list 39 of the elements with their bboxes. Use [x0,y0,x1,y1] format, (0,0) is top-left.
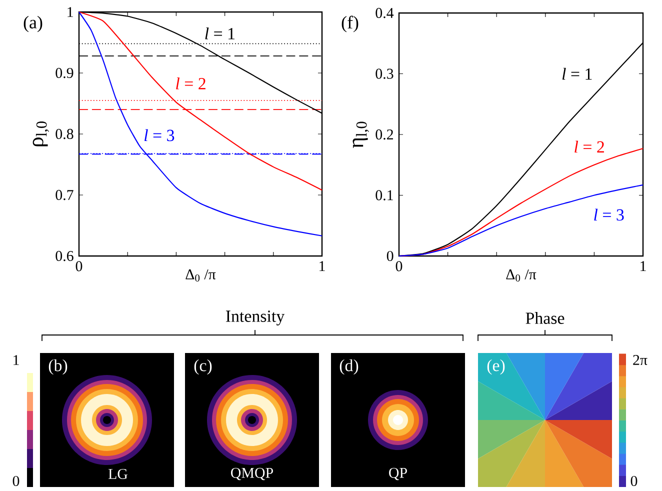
text: 2π [633,354,648,366]
y-tick-label: 0 [386,250,394,262]
y-tick-label: 1 [68,7,73,17]
chart-title: (a) [24,16,42,32]
series-label: l = 2 [574,140,604,153]
text: (b) [48,359,68,375]
x-tick-label: 0 [76,261,82,272]
text: Phase [526,312,564,324]
text: LG [108,468,128,480]
series-label: l = 1 [562,68,592,80]
text: QP [389,468,407,480]
text: 1 [14,355,19,365]
y-tick-label: 0.4 [376,8,394,18]
chart-title: (f) [342,16,358,32]
series-label: l = 3 [594,208,624,221]
y-axis-title: ρ$_{l,0}$ [32,121,49,146]
y-tick-label: 0.9 [56,68,74,78]
x-tick-label: 1 [640,261,646,272]
text: (d) [340,359,358,375]
y-tick-label: 0.1 [376,190,393,200]
x-axis-title: Δ$_{0}$ /π [186,269,216,282]
legend-label: l = 1 [205,27,235,40]
text: Intensity [226,310,285,326]
text: (e) [487,359,505,375]
y-tick-label: 0.7 [56,190,74,200]
y-tick-label: 0.8 [56,128,74,140]
y-axis-title: η$_{l,0}$ [352,122,369,148]
text: 0 [12,476,20,486]
x-axis-title: Δ$_{0}$ /π [506,269,536,282]
text: QMQP [231,468,273,480]
series-label: l = 3 [144,129,174,142]
y-tick-label: 0.6 [56,250,74,262]
x-tick-label: 1 [320,261,325,272]
series-label: l = 2 [176,77,206,90]
x-tick-label: 0 [396,261,402,272]
text: 0 [630,476,638,486]
text: (c) [194,359,212,375]
y-tick-label: 0.3 [376,68,394,79]
y-tick-label: 0.2 [376,129,393,140]
